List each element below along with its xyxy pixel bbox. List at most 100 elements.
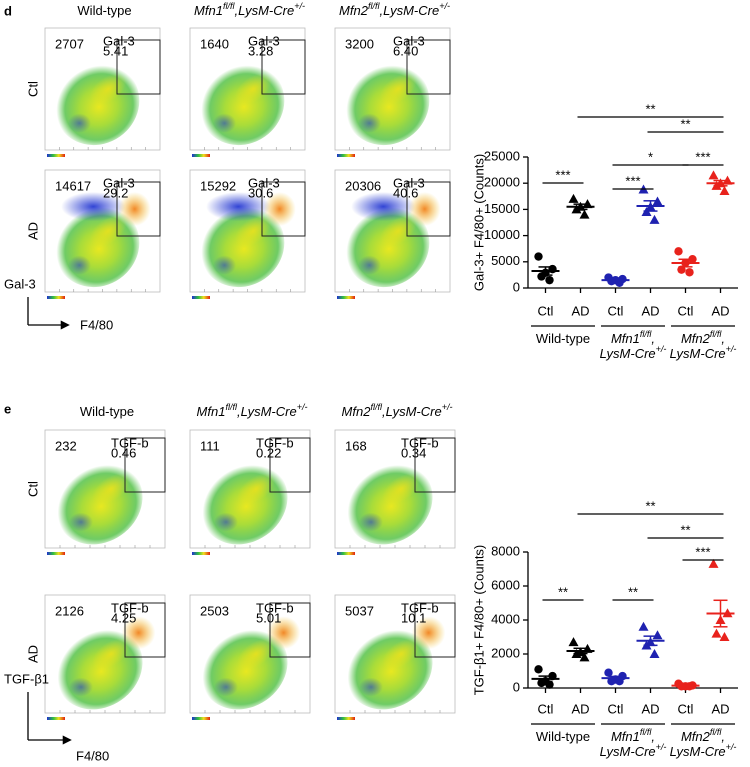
- y-tick-label: 4000: [491, 611, 520, 626]
- text-part: +/-: [442, 402, 453, 412]
- density-tail: [359, 677, 383, 697]
- gate: [406, 181, 451, 237]
- gate-percent: 10.1: [401, 610, 426, 625]
- density-orange: [121, 616, 156, 650]
- significance-label: ***: [555, 167, 570, 182]
- significance-label: **: [680, 116, 690, 131]
- density-core: [382, 638, 420, 670]
- event-count: 15292: [200, 178, 236, 193]
- event-count: 2126: [55, 603, 84, 618]
- text-part: +/-: [297, 402, 308, 412]
- text-part: fl/fl: [368, 1, 381, 11]
- color-scale: [337, 154, 355, 157]
- density-blue: [61, 191, 126, 222]
- data-point: [652, 630, 663, 640]
- density-tail: [359, 512, 383, 532]
- gate-percent: 40.6: [393, 185, 418, 200]
- y-tick-label: 10000: [484, 227, 520, 242]
- data-point: [534, 252, 543, 261]
- row-label: Ctl: [25, 81, 40, 97]
- data-point: [711, 628, 722, 638]
- group-label: Wild-type: [536, 331, 590, 346]
- text-part: fl/fl: [370, 402, 383, 412]
- x-tick-label: Ctl: [608, 701, 624, 716]
- y-tick-label: 6000: [491, 577, 520, 592]
- flow-plot: 2707 Gal-35.41: [44, 27, 161, 157]
- gate: [116, 181, 161, 237]
- gate-name: TGF-b: [111, 435, 149, 450]
- text-part: LysM-Cre: [600, 744, 656, 759]
- color-scale: [47, 296, 65, 299]
- flow-plot: 111 TGF-b0.22: [189, 429, 311, 555]
- density-tail: [68, 255, 91, 275]
- group-label: LysM-Cre+/-: [670, 344, 737, 361]
- significance-label: **: [558, 584, 568, 599]
- text-part: +/-: [294, 1, 305, 11]
- data-point: [719, 186, 730, 196]
- color-scale: [47, 717, 65, 720]
- flow-plot: 3200 Gal-36.40: [334, 27, 451, 157]
- gate: [414, 602, 456, 658]
- column-header: Wild-type: [77, 3, 131, 18]
- text-part: Wild-type: [536, 729, 590, 744]
- significance-label: **: [628, 584, 638, 599]
- density-tail: [214, 677, 238, 697]
- flow-plot: 14617 Gal-329.2: [44, 169, 161, 299]
- gate: [269, 602, 311, 658]
- x-tick-label: AD: [711, 303, 729, 318]
- text-part: ,: [651, 331, 655, 346]
- text-part: LysM-Cre: [670, 744, 726, 759]
- flow-plot: 2503 TGF-b5.01: [189, 594, 311, 720]
- gate-percent: 29.2: [103, 185, 128, 200]
- x-tick-label: AD: [641, 701, 659, 716]
- gate-percent: 0.22: [256, 445, 281, 460]
- text-part: Wild-type: [536, 331, 590, 346]
- text-part: +/-: [726, 742, 737, 752]
- text-part: Mfn1: [197, 404, 226, 419]
- text-part: Wild-type: [80, 404, 134, 419]
- gate-percent: 0.46: [111, 445, 136, 460]
- text-part: ,LysM-Cre: [379, 3, 439, 18]
- text-part: +/-: [656, 742, 667, 752]
- text-part: fl/fl: [710, 727, 723, 737]
- x-axis-label: F4/80: [76, 748, 109, 763]
- density-orange: [263, 191, 296, 227]
- color-scale: [337, 552, 355, 555]
- gate: [261, 181, 306, 237]
- group-label: LysM-Cre+/-: [600, 742, 667, 759]
- significance-label: **: [680, 522, 690, 537]
- event-count: 111: [200, 438, 220, 453]
- gate-name: Gal-3: [248, 175, 280, 190]
- group-label: Mfn2fl/fl,: [681, 329, 725, 346]
- data-point: [674, 247, 683, 256]
- y-tick-label: 5000: [491, 253, 520, 268]
- gate-name: Gal-3: [103, 33, 135, 48]
- text-part: ,: [721, 331, 725, 346]
- text-part: Mfn2: [681, 729, 711, 744]
- density-orange: [408, 191, 441, 227]
- gate-percent: 0.34: [401, 445, 426, 460]
- density-orange: [266, 616, 301, 650]
- flow-plot: 232 TGF-b0.46: [44, 429, 166, 555]
- flow-plot: 20306 Gal-340.6: [334, 169, 451, 299]
- significance-label: ***: [695, 544, 710, 559]
- text-part: ,LysM-Cre: [234, 3, 294, 18]
- row-label: AD: [25, 222, 40, 240]
- text-part: fl/fl: [640, 329, 653, 339]
- text-part: ,: [651, 729, 655, 744]
- data-point: [568, 637, 579, 647]
- text-part: Mfn2: [342, 404, 372, 419]
- gate-name: TGF-b: [111, 600, 149, 615]
- flow-plot: 2126 TGF-b4.25: [44, 594, 166, 720]
- data-point: [534, 665, 543, 674]
- density-blue: [351, 191, 416, 222]
- gate-name: TGF-b: [401, 435, 439, 450]
- text-part: fl/fl: [225, 402, 238, 412]
- y-axis-label: TGF-β1+ F4/80+ (Counts): [471, 545, 486, 696]
- color-scale: [337, 296, 355, 299]
- significance-label: *: [648, 149, 653, 164]
- data-point: [545, 275, 554, 285]
- y-tick-label: 8000: [491, 543, 520, 558]
- density-orange: [118, 191, 151, 227]
- x-tick-label: Ctl: [678, 701, 694, 716]
